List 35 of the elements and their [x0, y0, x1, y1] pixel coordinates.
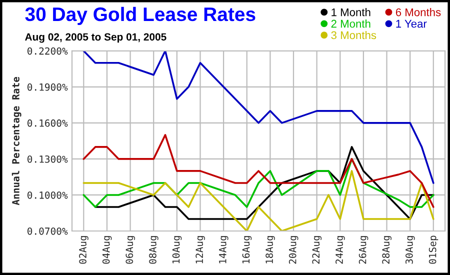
x-tick-label: 24Aug [336, 236, 345, 264]
y-axis-title: Annual Percentage Rate [12, 76, 22, 206]
x-tick-label: 12Aug [196, 236, 205, 264]
x-tick-label: 06Aug [126, 236, 136, 264]
legend-label: 6 Months [396, 8, 441, 16]
chart-subtitle: Aug 02, 2005 to Sep 01, 2005 [25, 33, 166, 43]
line-series [82, 158, 434, 208]
x-tick-label: 10Aug [172, 236, 182, 264]
x-tick-label: 30Aug [406, 236, 415, 264]
line-series [82, 134, 434, 208]
y-tick-label: 0.1300% [27, 155, 68, 163]
y-tick-label: 0.2200% [27, 47, 68, 55]
x-tick-label: 16Aug [242, 236, 252, 264]
y-tick-label: 0.1900% [27, 83, 68, 91]
y-tick-label: 0.1600% [27, 119, 68, 127]
x-tick-label: 01Sep [428, 236, 438, 264]
y-tick-label: 0.0700% [27, 228, 68, 235]
x-tick-label: 02Aug [79, 236, 88, 264]
x-tick-label: 22Aug [312, 236, 322, 264]
line-series [82, 50, 434, 184]
legend-label: 1 Month [332, 8, 370, 16]
x-tick-label: 20Aug [288, 236, 298, 264]
x-tick-label: 18Aug [266, 236, 275, 264]
x-tick-label: 08Aug [149, 236, 158, 264]
line-series [82, 170, 434, 231]
legend-label: 1 Year [396, 20, 427, 28]
x-tick-label: 26Aug [358, 236, 368, 264]
legend-label: 2 Month [331, 20, 370, 28]
chart-title: 30 Day Gold Lease Rates [25, 6, 256, 25]
y-tick-label: 0.1000% [27, 191, 68, 199]
x-tick-label: 04Aug [102, 236, 112, 264]
legend-label: 3 Months [331, 30, 376, 40]
line-series [94, 146, 434, 220]
x-tick-label: 14Aug [219, 236, 228, 264]
x-tick-label: 28Aug [382, 236, 392, 264]
